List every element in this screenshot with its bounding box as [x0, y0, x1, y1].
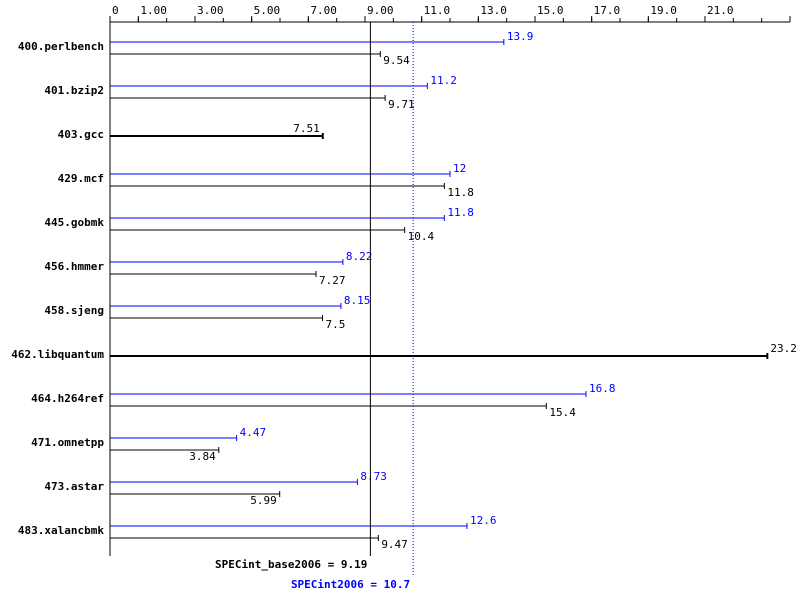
base-value-label: 5.99: [250, 494, 277, 507]
axis-tick-label: 1.00: [140, 4, 167, 17]
chart-svg: 0 1.00 3.00 5.00 7.00 9.00 11.0 13.0 15.0 17.0 19.…: [0, 0, 799, 606]
axis-tick-label: 15.0: [537, 4, 564, 17]
peak-value-label: 16.8: [589, 382, 616, 395]
base-value-label: 7.51: [293, 122, 320, 135]
base-value-label: 9.54: [383, 54, 410, 67]
base-value-label: 9.71: [388, 98, 415, 111]
benchmark-label: 429.mcf: [58, 172, 104, 185]
base-value-label: 7.27: [319, 274, 346, 287]
axis-tick-label: 17.0: [594, 4, 621, 17]
base-value-label: 10.4: [408, 230, 435, 243]
peak-value-label: 8.22: [346, 250, 373, 263]
axis-tick-label: 7.00: [310, 4, 337, 17]
peak-value-label: 8.73: [360, 470, 387, 483]
x-axis: 0 1.00 3.00 5.00 7.00 9.00 11.0 13.0 15.0 17.0 19.…: [110, 4, 790, 22]
benchmark-row: 462.libquantum 23.2: [11, 342, 797, 361]
benchmark-row: 429.mcf 12 11.8: [58, 162, 474, 199]
axis-tick-label: 21.0: [707, 4, 734, 17]
peak-value-label: 13.9: [507, 30, 534, 43]
benchmark-row: 473.astar 8.73 5.99: [44, 470, 386, 507]
benchmark-row: 458.sjeng 8.15 7.5: [44, 294, 370, 331]
peak-value-label: 11.2: [430, 74, 457, 87]
base-value-label: 23.2: [770, 342, 797, 355]
benchmark-label: 473.astar: [44, 480, 104, 493]
axis-tick-label: 11.0: [424, 4, 451, 17]
ref-line-peak-label: SPECint2006 = 10.7: [291, 578, 410, 591]
benchmark-label: 400.perlbench: [18, 40, 104, 53]
benchmark-row: 464.h264ref 16.8 15.4: [31, 382, 615, 419]
benchmark-label: 462.libquantum: [11, 348, 104, 361]
peak-value-label: 12: [453, 162, 466, 175]
benchmark-row: 483.xalancbmk 12.6 9.47: [18, 514, 497, 551]
benchmark-row: 400.perlbench 13.9 9.54: [18, 30, 533, 67]
benchmark-row: 445.gobmk 11.8 10.4: [44, 206, 473, 243]
axis-tick-label: 19.0: [650, 4, 677, 17]
benchmark-row: 471.omnetpp 4.47 3.84: [31, 426, 266, 463]
benchmark-label: 471.omnetpp: [31, 436, 104, 449]
benchmark-label: 401.bzip2: [44, 84, 104, 97]
benchmark-row: 403.gcc 7.51: [58, 122, 323, 141]
peak-value-label: 11.8: [447, 206, 474, 219]
base-value-label: 15.4: [549, 406, 576, 419]
benchmark-label: 458.sjeng: [44, 304, 104, 317]
axis-tick-label: 13.0: [480, 4, 507, 17]
axis-tick-label: 9.00: [367, 4, 394, 17]
base-value-label: 7.5: [326, 318, 346, 331]
base-value-label: 11.8: [447, 186, 474, 199]
base-value-label: 9.47: [381, 538, 408, 551]
spec-chart: 0 1.00 3.00 5.00 7.00 9.00 11.0 13.0 15.0 17.0 19.…: [0, 0, 799, 606]
benchmark-row: 456.hmmer 8.227.27: [44, 250, 372, 287]
benchmark-label: 483.xalancbmk: [18, 524, 104, 537]
peak-value-label: 8.15: [344, 294, 371, 307]
peak-value-label: 4.47: [240, 426, 267, 439]
ref-line-base-label: SPECint_base2006 = 9.19: [215, 558, 367, 571]
benchmark-label: 456.hmmer: [44, 260, 104, 273]
benchmark-row: 401.bzip2 11.2 9.71: [44, 74, 456, 111]
benchmark-label: 464.h264ref: [31, 392, 104, 405]
benchmark-label: 403.gcc: [58, 128, 104, 141]
axis-tick-label: 0: [112, 4, 119, 17]
benchmark-label: 445.gobmk: [44, 216, 104, 229]
peak-value-label: 12.6: [470, 514, 497, 527]
axis-tick-label: 3.00: [197, 4, 224, 17]
base-value-label: 3.84: [189, 450, 216, 463]
axis-tick-label: 5.00: [254, 4, 281, 17]
